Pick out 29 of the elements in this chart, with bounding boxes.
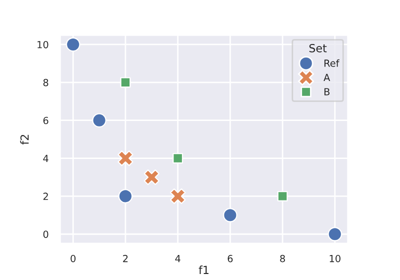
y-tick-label: 2 xyxy=(43,192,48,200)
point xyxy=(170,188,186,204)
y-tick-label: 6 xyxy=(43,116,48,124)
point xyxy=(118,150,134,166)
point xyxy=(92,113,106,128)
point xyxy=(223,208,238,222)
point xyxy=(118,189,133,204)
y-tick-label: 4 xyxy=(43,154,48,162)
point xyxy=(172,153,184,164)
point xyxy=(144,169,160,186)
x-tick-label: 4 xyxy=(175,255,180,262)
point xyxy=(66,37,80,52)
y-tick-label: 0 xyxy=(43,230,48,238)
legend-label: Ref xyxy=(324,59,340,67)
x-axis-title: f1 xyxy=(198,266,208,274)
x-tick-label: 2 xyxy=(123,254,128,262)
legend-title: Set xyxy=(309,44,327,52)
x-tick-label: 8 xyxy=(280,254,285,262)
y-axis-title: f2 xyxy=(20,134,29,145)
point xyxy=(277,190,288,202)
point xyxy=(120,77,131,88)
x-tick-label: 10 xyxy=(330,254,340,262)
legend-label: A xyxy=(324,74,330,82)
x-tick-label: 6 xyxy=(228,254,233,262)
y-tick-label: 10 xyxy=(38,40,48,48)
point xyxy=(328,226,342,242)
legend-label: B xyxy=(324,88,330,96)
x-tick-label: 0 xyxy=(70,254,76,262)
y-tick-label: 8 xyxy=(43,78,48,86)
